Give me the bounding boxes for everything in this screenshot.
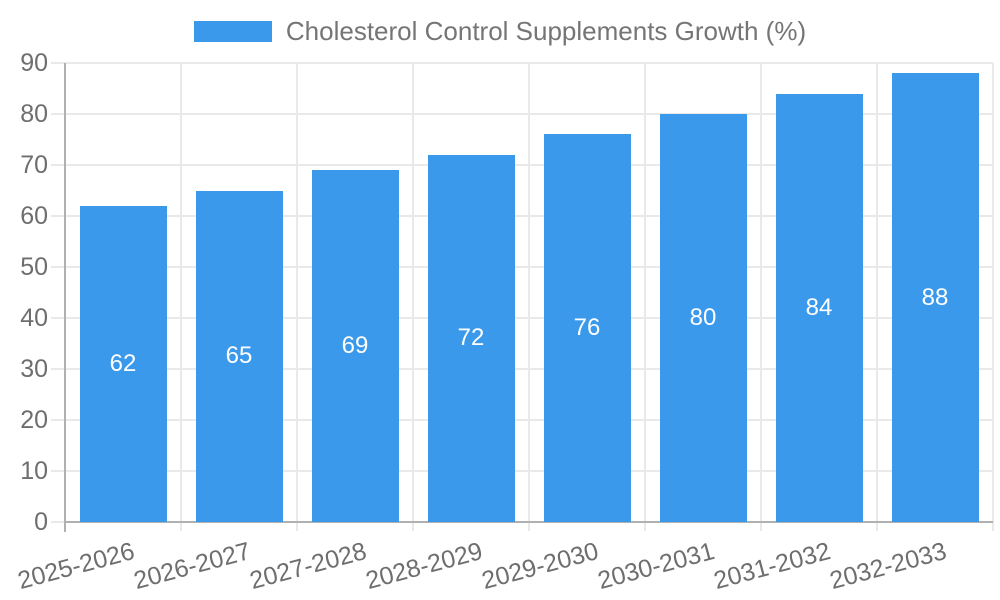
bar-value-label: 69: [341, 332, 369, 360]
x-axis-tick-label: 2030-2031: [595, 537, 718, 596]
y-axis-tick-label: 90: [20, 49, 48, 77]
bar-value-label: 84: [805, 293, 833, 321]
plot-area: 0 10 20 30 40 50 60 70 80 90 62 2025-2026 65 2026-202…: [15, 50, 994, 595]
bar[interactable]: 88: [891, 73, 979, 522]
gridline-horizontal: [51, 368, 993, 370]
gridline-vertical: [992, 63, 994, 531]
y-axis-tick-label: 40: [20, 304, 48, 332]
y-axis-tick-label: 30: [20, 355, 48, 383]
bar-value-label: 72: [457, 324, 485, 352]
gridline-vertical: [296, 63, 298, 531]
gridline-horizontal: [51, 419, 993, 421]
y-axis-tick-label: 60: [20, 202, 48, 230]
x-axis-tick-label: 2027-2028: [247, 537, 370, 596]
gridline-vertical: [876, 63, 878, 531]
y-axis-line: [64, 63, 66, 532]
bar-value-label: 62: [109, 349, 137, 377]
y-axis-tick-label: 50: [20, 253, 48, 281]
x-axis-tick-label: 2031-2032: [711, 537, 834, 596]
x-axis-tick-label: 2026-2027: [131, 537, 254, 596]
gridline-horizontal: [51, 470, 993, 472]
bar[interactable]: 84: [775, 93, 863, 522]
gridline-horizontal: [51, 215, 993, 217]
bar[interactable]: 76: [543, 134, 631, 522]
y-axis-tick-label: 0: [34, 508, 48, 536]
y-axis-tick-label: 10: [20, 457, 48, 485]
bar[interactable]: 80: [659, 114, 747, 522]
legend-series-label: Cholesterol Control Supplements Growth (…: [285, 16, 807, 46]
bar-value-label: 65: [225, 342, 253, 370]
gridline-horizontal: [51, 164, 993, 166]
gridline-horizontal: [51, 62, 993, 64]
gridline-horizontal: [51, 317, 993, 319]
gridline-horizontal: [51, 113, 993, 115]
gridline-vertical: [180, 63, 182, 531]
legend[interactable]: Cholesterol Control Supplements Growth (…: [0, 16, 1000, 47]
x-axis-tick-label: 2029-2030: [479, 537, 602, 596]
gridline-vertical: [644, 63, 646, 531]
bar-value-label: 80: [689, 304, 717, 331]
gridline-vertical: [760, 63, 762, 531]
x-axis-tick-label: 2025-2026: [15, 537, 138, 596]
bar-value-label: 76: [573, 314, 601, 342]
x-axis-tick-label: 2032-2033: [827, 537, 950, 596]
bar[interactable]: 72: [427, 154, 515, 522]
gridline-horizontal: [51, 266, 993, 268]
gridline-vertical: [412, 63, 414, 531]
y-axis-tick-label: 20: [20, 406, 48, 434]
bar-value-label: 88: [921, 283, 949, 311]
bar[interactable]: 69: [311, 170, 399, 522]
bar[interactable]: 65: [195, 190, 283, 522]
gridline-vertical: [528, 63, 530, 531]
y-axis-tick-label: 80: [20, 100, 48, 128]
x-axis-tick-label: 2028-2029: [363, 537, 486, 596]
bar[interactable]: 62: [79, 205, 167, 522]
x-axis-line: [65, 521, 993, 523]
legend-swatch-icon: [193, 21, 272, 42]
y-axis-tick-label: 70: [20, 151, 48, 179]
y-axis-zero-tick: [51, 521, 65, 523]
